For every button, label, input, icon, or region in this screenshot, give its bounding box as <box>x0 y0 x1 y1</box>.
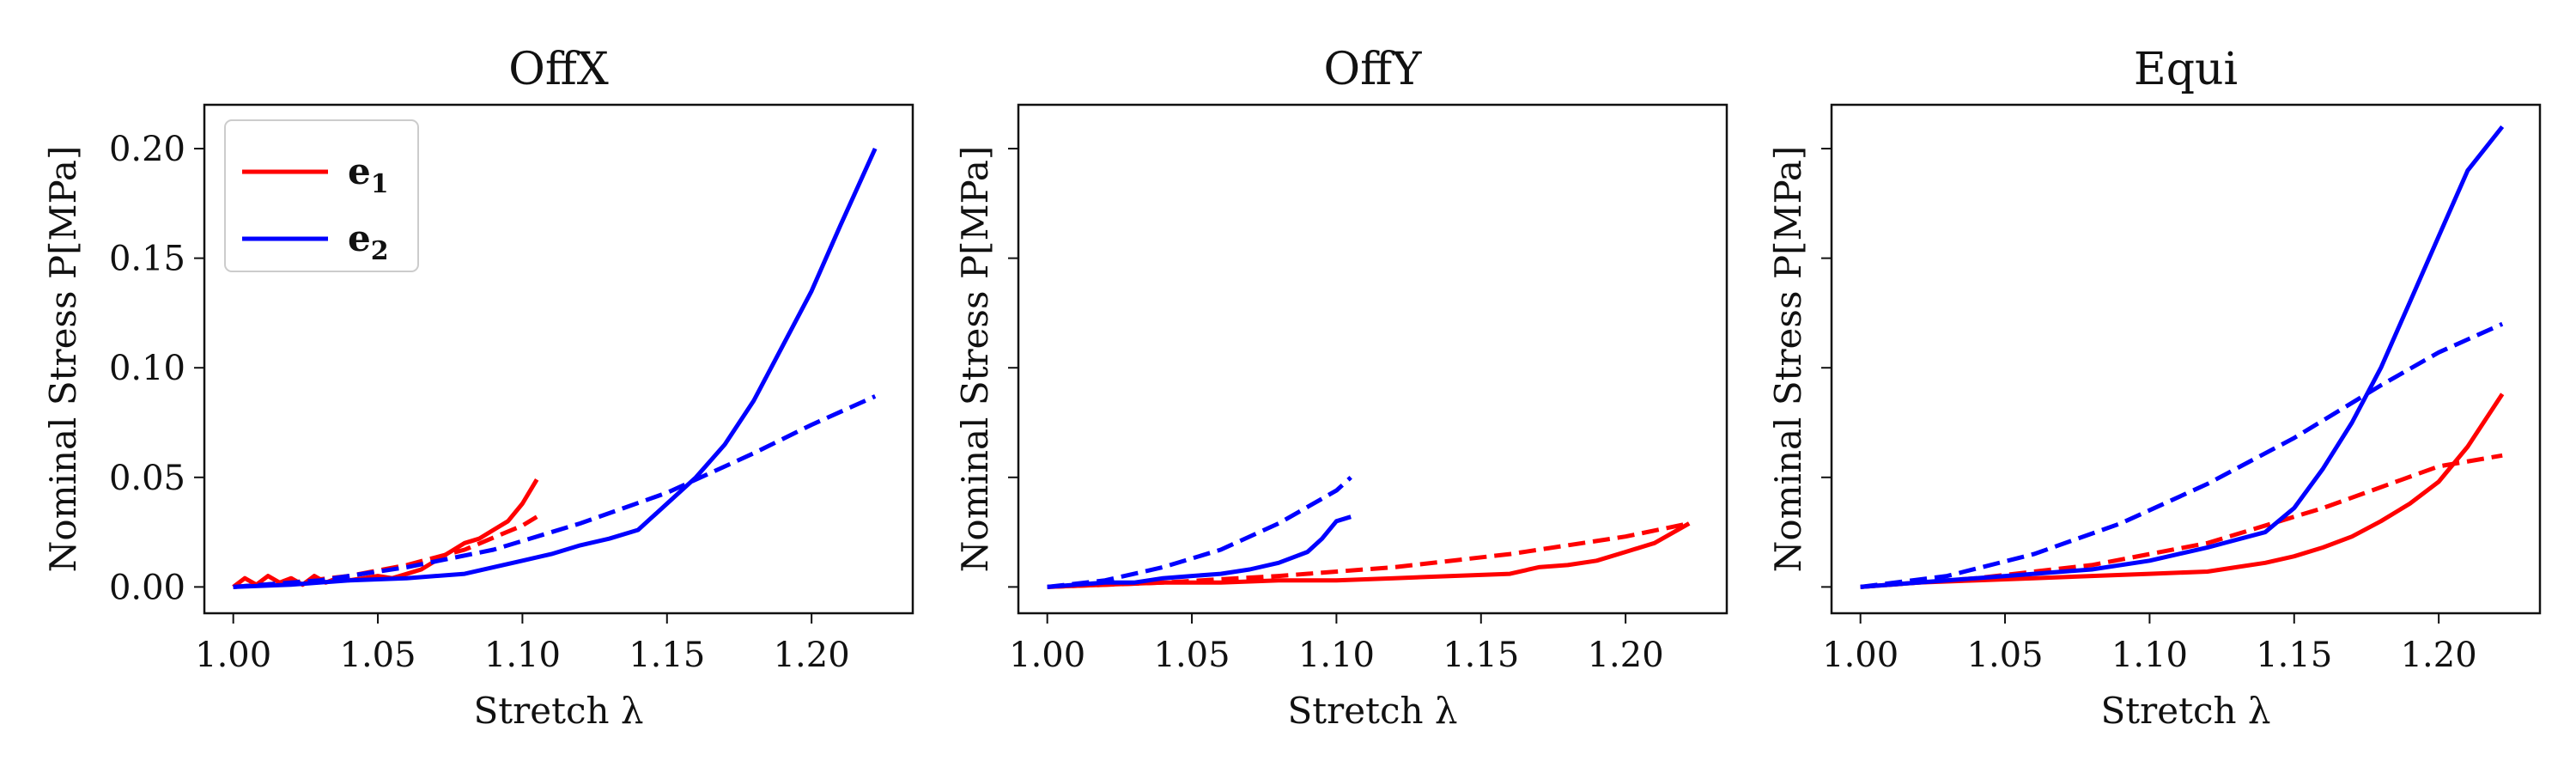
y-axis-label: Nominal Stress P[MPa] <box>1767 146 1809 573</box>
y-tick-label: 0.15 <box>109 240 185 279</box>
legend-label: e1 <box>348 150 389 199</box>
x-tick-label: 1.15 <box>2256 636 2332 675</box>
series-blue-solid <box>233 147 878 589</box>
panel-offx: OffX 1.00 1.05 1.10 1.15 1.20 0.00 0.05 0.10 0.15… <box>42 44 914 732</box>
series-blue-dashed <box>1047 475 1352 589</box>
chart-title: OffY <box>1324 44 1423 95</box>
series-red-dashed <box>1047 520 1690 589</box>
series-blue-dashed <box>1860 321 2504 589</box>
x-tick-label: 1.15 <box>1443 636 1519 675</box>
chart-title: OffX <box>508 44 609 95</box>
series-blue-solid <box>1047 514 1352 589</box>
y-tick-label: 0.10 <box>109 349 185 388</box>
x-tick-label: 1.00 <box>1822 636 1899 675</box>
panel-equi: Equi 1.00 1.05 1.10 1.15 1.20 Stretch λ Nominal… <box>1767 44 2542 732</box>
x-tick-label: 1.10 <box>484 636 561 675</box>
series-red-dashed <box>1860 453 2503 589</box>
y-tick-label: 0.00 <box>109 568 185 607</box>
x-axis-label: Stretch λ <box>1287 690 1457 732</box>
legend-box <box>224 119 419 272</box>
series-red-solid <box>1047 521 1691 589</box>
series-red-solid <box>1860 393 2505 589</box>
plot-frame <box>1830 103 2542 615</box>
x-tick-label: 1.05 <box>340 636 416 675</box>
chart-title: Equi <box>2134 44 2238 95</box>
plot-frame <box>203 103 914 615</box>
x-tick-label: 1.05 <box>1967 636 2044 675</box>
x-tick-label: 1.00 <box>1009 636 1085 675</box>
x-axis-label: Stretch λ <box>473 690 643 732</box>
y-tick-label: 0.05 <box>109 459 185 498</box>
panel-offy: OffY 1.00 1.05 1.10 1.15 1.20 Stretch λ Nominal… <box>954 44 1728 732</box>
y-axis-label: Nominal Stress P[MPa] <box>954 146 996 573</box>
x-tick-label: 1.10 <box>1298 636 1375 675</box>
x-tick-label: 1.20 <box>774 636 850 675</box>
series-red-solid <box>232 478 539 589</box>
y-tick-label: 0.20 <box>109 130 185 169</box>
y-axis-label: Nominal Stress P[MPa] <box>42 146 84 573</box>
series-blue-dashed <box>233 394 877 589</box>
x-tick-label: 1.20 <box>2401 636 2477 675</box>
x-tick-label: 1.20 <box>1588 636 1664 675</box>
series-blue-solid <box>1860 125 2505 589</box>
plot-frame <box>1017 103 1728 615</box>
x-tick-label: 1.05 <box>1154 636 1230 675</box>
x-tick-label: 1.15 <box>629 636 705 675</box>
x-tick-label: 1.00 <box>195 636 271 675</box>
x-tick-label: 1.10 <box>2111 636 2188 675</box>
x-axis-label: Stretch λ <box>2100 690 2270 732</box>
legend-label: e2 <box>348 217 389 266</box>
